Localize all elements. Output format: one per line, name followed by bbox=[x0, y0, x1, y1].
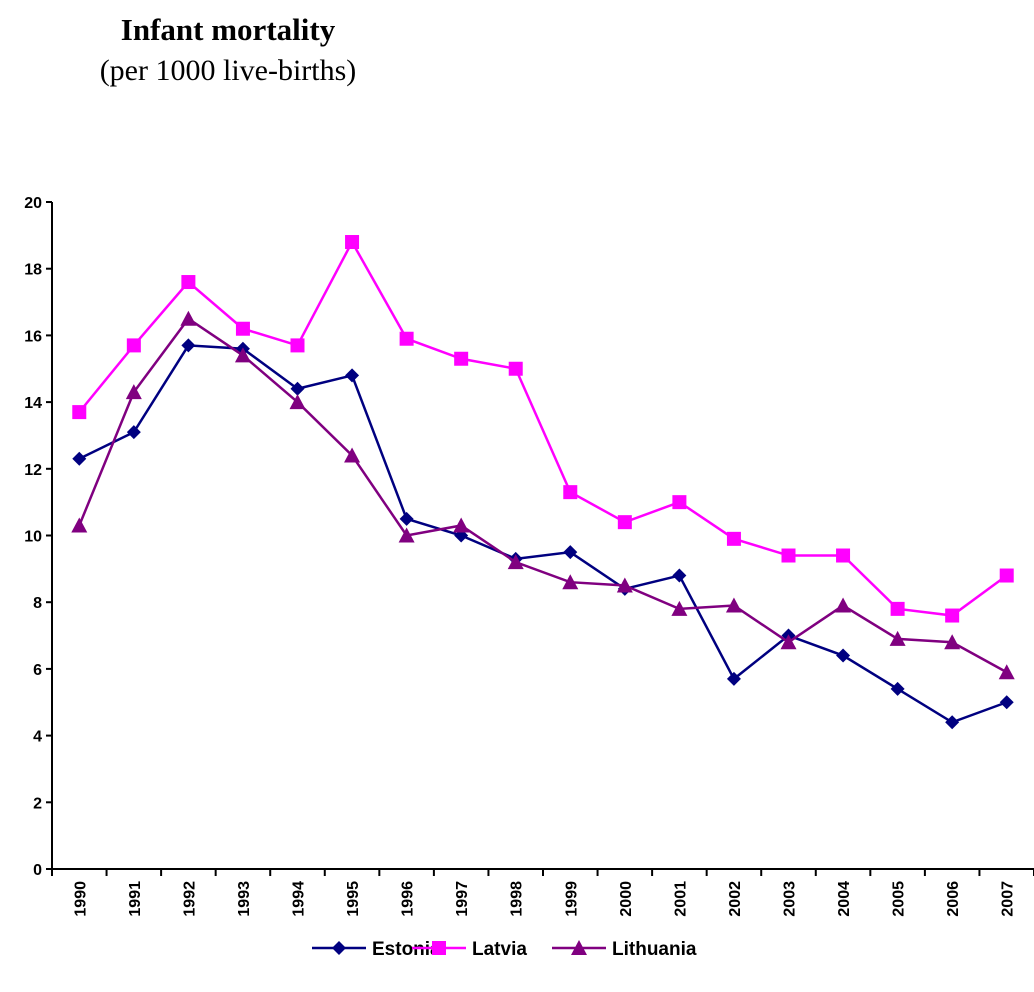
marker bbox=[290, 338, 305, 353]
x-tick-label: 1998 bbox=[509, 881, 526, 917]
marker bbox=[234, 347, 251, 363]
y-tick-label: 20 bbox=[24, 195, 42, 212]
marker bbox=[672, 568, 687, 583]
marker bbox=[180, 310, 197, 326]
marker bbox=[432, 941, 446, 955]
y-tick-label: 18 bbox=[24, 262, 42, 279]
marker bbox=[562, 574, 579, 590]
marker bbox=[72, 451, 87, 466]
y-tick-label: 14 bbox=[24, 395, 42, 412]
legend-label: Estonia bbox=[372, 939, 441, 960]
marker bbox=[398, 527, 415, 543]
x-tick-label: 1995 bbox=[345, 881, 362, 917]
marker bbox=[563, 545, 578, 560]
y-tick-label: 12 bbox=[24, 462, 42, 479]
marker bbox=[617, 515, 632, 530]
y-tick-label: 6 bbox=[33, 662, 42, 679]
marker bbox=[399, 331, 414, 346]
x-tick-label: 2002 bbox=[727, 881, 744, 917]
marker bbox=[616, 577, 633, 593]
x-tick-label: 2003 bbox=[782, 881, 799, 917]
y-tick-label: 4 bbox=[33, 729, 42, 746]
marker bbox=[781, 548, 796, 563]
marker bbox=[507, 554, 524, 570]
x-tick-label: 1991 bbox=[127, 881, 144, 917]
chart-subtitle: (per 1000 live-births) bbox=[100, 54, 357, 87]
marker bbox=[563, 485, 578, 500]
x-tick-label: 2004 bbox=[836, 881, 853, 917]
marker bbox=[181, 338, 196, 353]
marker bbox=[399, 511, 414, 526]
marker bbox=[345, 368, 360, 383]
marker bbox=[999, 695, 1014, 710]
marker bbox=[998, 664, 1015, 680]
legend-label: Lithuania bbox=[612, 939, 697, 960]
marker bbox=[72, 405, 87, 420]
marker bbox=[944, 634, 961, 650]
marker bbox=[725, 597, 742, 613]
marker bbox=[71, 517, 88, 533]
x-tick-label: 2000 bbox=[618, 881, 635, 917]
marker bbox=[889, 630, 906, 646]
y-tick-label: 2 bbox=[33, 795, 42, 812]
x-tick-label: 2007 bbox=[1000, 881, 1017, 917]
x-tick-label: 2001 bbox=[672, 881, 689, 917]
marker bbox=[126, 338, 141, 353]
legend-label: Latvia bbox=[472, 939, 527, 960]
marker bbox=[235, 321, 250, 336]
marker bbox=[126, 425, 141, 440]
x-tick-label: 1993 bbox=[236, 881, 253, 917]
marker bbox=[835, 597, 852, 613]
marker bbox=[454, 351, 469, 366]
marker bbox=[836, 548, 851, 563]
marker bbox=[289, 394, 306, 410]
marker bbox=[890, 601, 905, 616]
marker bbox=[453, 517, 470, 533]
y-tick-label: 16 bbox=[24, 328, 42, 345]
marker bbox=[125, 384, 142, 400]
marker bbox=[999, 568, 1014, 583]
x-tick-label: 1997 bbox=[454, 881, 471, 917]
marker bbox=[890, 681, 905, 696]
series-line bbox=[78, 317, 1008, 674]
y-tick-label: 8 bbox=[33, 595, 42, 612]
x-tick-label: 2005 bbox=[891, 881, 908, 917]
marker bbox=[345, 235, 360, 250]
y-tick-label: 10 bbox=[24, 529, 42, 546]
marker bbox=[332, 941, 346, 955]
marker bbox=[945, 715, 960, 730]
x-tick-label: 1994 bbox=[291, 881, 308, 917]
marker bbox=[508, 361, 523, 376]
x-tick-label: 1999 bbox=[563, 881, 580, 917]
x-tick-label: 1992 bbox=[181, 881, 198, 917]
marker bbox=[780, 634, 797, 650]
x-tick-label: 1990 bbox=[72, 881, 89, 917]
marker bbox=[726, 671, 741, 686]
marker bbox=[836, 648, 851, 663]
chart-title: Infant mortality bbox=[121, 12, 336, 47]
marker bbox=[181, 275, 196, 290]
marker bbox=[290, 381, 305, 396]
x-tick-label: 1996 bbox=[400, 881, 417, 917]
series-line bbox=[78, 239, 1008, 617]
y-tick-label: 0 bbox=[33, 862, 42, 879]
marker bbox=[571, 940, 587, 955]
marker bbox=[671, 600, 688, 616]
marker bbox=[726, 531, 741, 546]
marker bbox=[672, 495, 687, 510]
x-tick-label: 2006 bbox=[945, 881, 962, 917]
marker bbox=[945, 608, 960, 623]
marker bbox=[344, 447, 361, 463]
series-line bbox=[78, 344, 1008, 724]
